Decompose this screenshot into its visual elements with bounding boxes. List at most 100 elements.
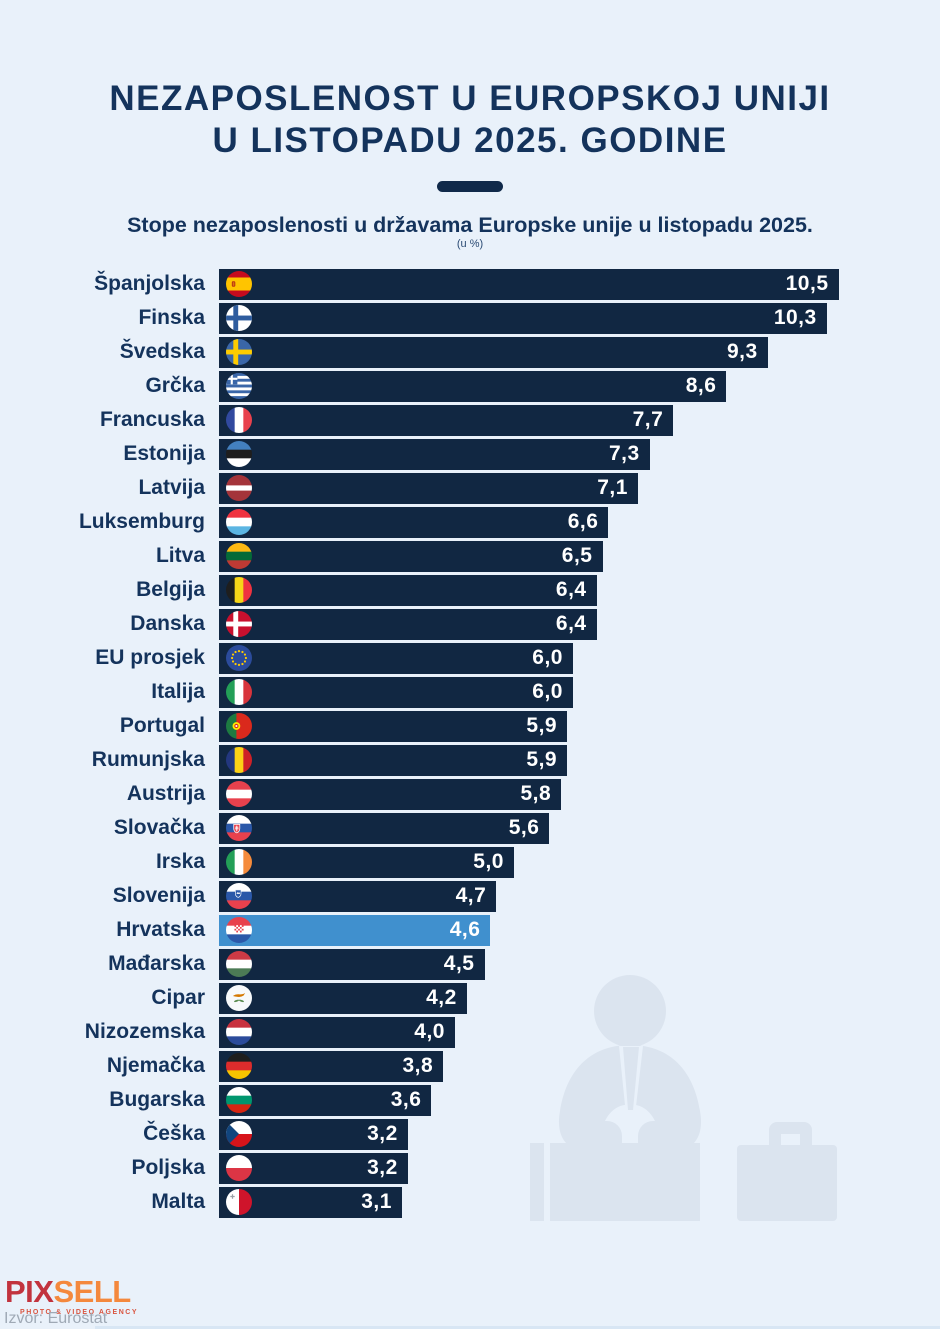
chart-row: Danska 6,4 <box>0 607 940 641</box>
value-label: 6,0 <box>532 646 563 669</box>
value-label: 7,3 <box>608 442 640 465</box>
country-bar: 6,5 <box>219 540 603 572</box>
country-bar: 4,0 <box>219 1016 455 1048</box>
chart-row: Malta 3,1 <box>0 1185 940 1219</box>
country-label: Austrija <box>126 782 205 805</box>
value-label: 8,6 <box>685 374 717 397</box>
country-bar: 5,9 <box>219 744 568 776</box>
country-bar: 5,6 <box>219 812 550 844</box>
chart-row: Slovačka 5,6 <box>0 811 940 845</box>
chart-row: Estonija 7,3 <box>0 437 940 471</box>
country-bar: 3,8 <box>219 1050 444 1082</box>
belgium-flag-icon <box>226 577 252 603</box>
value-label: 5,0 <box>473 850 504 873</box>
country-label: Mađarska <box>108 952 205 975</box>
chart-row: Grčka 8,6 <box>0 369 940 403</box>
ireland-flag-icon <box>226 849 252 875</box>
unemployed-person-icon <box>530 975 837 1221</box>
value-label: 7,1 <box>597 476 628 499</box>
value-label: 6,6 <box>567 510 599 533</box>
slovenia-flag-icon <box>226 883 252 909</box>
country-label: Malta <box>151 1190 205 1213</box>
bulgaria-flag-icon <box>226 1087 252 1113</box>
country-label: Irska <box>155 850 205 873</box>
bottom-edge-strip <box>95 1326 940 1329</box>
value-label: 4,2 <box>426 986 457 1009</box>
chart-subtitle: Stope nezaposlenosti u državama Europske… <box>127 213 813 237</box>
malta-flag-icon <box>226 1189 252 1215</box>
country-bar: 6,4 <box>219 574 597 606</box>
estonia-flag-icon <box>226 441 252 467</box>
country-bar: 4,2 <box>219 982 467 1014</box>
value-label: 4,5 <box>443 952 475 975</box>
country-bar: 8,6 <box>219 370 727 402</box>
finland-flag-icon <box>226 305 252 331</box>
country-label: Cipar <box>151 986 205 1009</box>
greece-flag-icon <box>226 373 252 399</box>
country-label: Slovenija <box>112 884 205 907</box>
italy-flag-icon <box>226 679 252 705</box>
country-bar: 3,2 <box>219 1118 408 1150</box>
chart-row: Slovenija 4,7 <box>0 879 940 913</box>
netherlands-flag-icon <box>226 1019 252 1045</box>
logo-pix-text: PIX <box>5 1274 54 1309</box>
chart-row: EU prosjek 6,0 <box>0 641 940 675</box>
country-label: Nizozemska <box>84 1020 205 1043</box>
header: NEZAPOSLENOST U EUROPSKOJ UNIJI U LISTOP… <box>0 0 940 251</box>
portugal-flag-icon <box>226 713 252 739</box>
poland-flag-icon <box>226 1155 252 1181</box>
value-label: 4,0 <box>414 1020 445 1043</box>
country-label: Hrvatska <box>116 918 205 941</box>
country-bar: 10,5 <box>219 268 839 300</box>
country-bar: 6,0 <box>219 676 573 708</box>
eu-flag-icon <box>226 645 252 671</box>
hungary-flag-icon <box>226 951 252 977</box>
country-bar: 4,7 <box>219 880 497 912</box>
country-bar: 5,0 <box>219 846 514 878</box>
chart-row: Švedska 9,3 <box>0 335 940 369</box>
value-label: 7,7 <box>632 408 664 431</box>
chart-row: Bugarska 3,6 <box>0 1083 940 1117</box>
romania-flag-icon <box>226 747 252 773</box>
country-label: Litva <box>155 544 205 567</box>
chart-row: Hrvatska 4,6 <box>0 913 940 947</box>
country-label: Češka <box>143 1122 205 1145</box>
value-label: 10,5 <box>785 272 829 295</box>
austria-flag-icon <box>226 781 252 807</box>
value-label: 5,9 <box>526 748 558 771</box>
value-label: 5,6 <box>508 816 540 839</box>
chart-row: Češka 3,2 <box>0 1117 940 1151</box>
country-bar: 5,9 <box>219 710 568 742</box>
pixsell-logo: PIXSELL PHOTO & VIDEO AGENCY <box>5 1276 138 1316</box>
denmark-flag-icon <box>226 611 252 637</box>
country-label: EU prosjek <box>95 646 205 669</box>
country-bar: 7,1 <box>219 472 638 504</box>
chart-row: Poljska 3,2 <box>0 1151 940 1185</box>
country-label: Italija <box>151 680 205 703</box>
country-bar: 10,3 <box>219 302 827 334</box>
country-label: Belgija <box>136 578 205 601</box>
bar-chart: Španjolska 10,5 Finska 10,3 Švedska 9,3 Grčka 8… <box>0 267 940 1219</box>
value-label: 3,2 <box>367 1122 398 1145</box>
country-label: Poljska <box>131 1156 205 1179</box>
country-bar: 6,0 <box>219 642 573 674</box>
value-label: 4,7 <box>455 884 487 907</box>
chart-row: Španjolska 10,5 <box>0 267 940 301</box>
unemployed-person-watermark <box>530 963 842 1221</box>
country-label: Finska <box>138 306 205 329</box>
title-line-2: U LISTOPADU 2025. GODINE <box>212 121 728 160</box>
unit-note: (u %) <box>456 238 484 250</box>
chart-row: Cipar 4,2 <box>0 981 940 1015</box>
country-label: Latvija <box>138 476 205 499</box>
country-label: Danska <box>130 612 205 635</box>
chart-row: Finska 10,3 <box>0 301 940 335</box>
country-label: Grčka <box>145 374 205 397</box>
country-bar: 5,8 <box>219 778 562 810</box>
country-bar: 3,6 <box>219 1084 432 1116</box>
source-note: Izvor: Eurostat <box>4 1310 108 1327</box>
chart-row: Nizozemska 4,0 <box>0 1015 940 1049</box>
chart-row: Italija 6,0 <box>0 675 940 709</box>
page-title: NEZAPOSLENOST U EUROPSKOJ UNIJI U LISTOP… <box>0 78 940 162</box>
france-flag-icon <box>226 407 252 433</box>
slovakia-flag-icon <box>226 815 252 841</box>
